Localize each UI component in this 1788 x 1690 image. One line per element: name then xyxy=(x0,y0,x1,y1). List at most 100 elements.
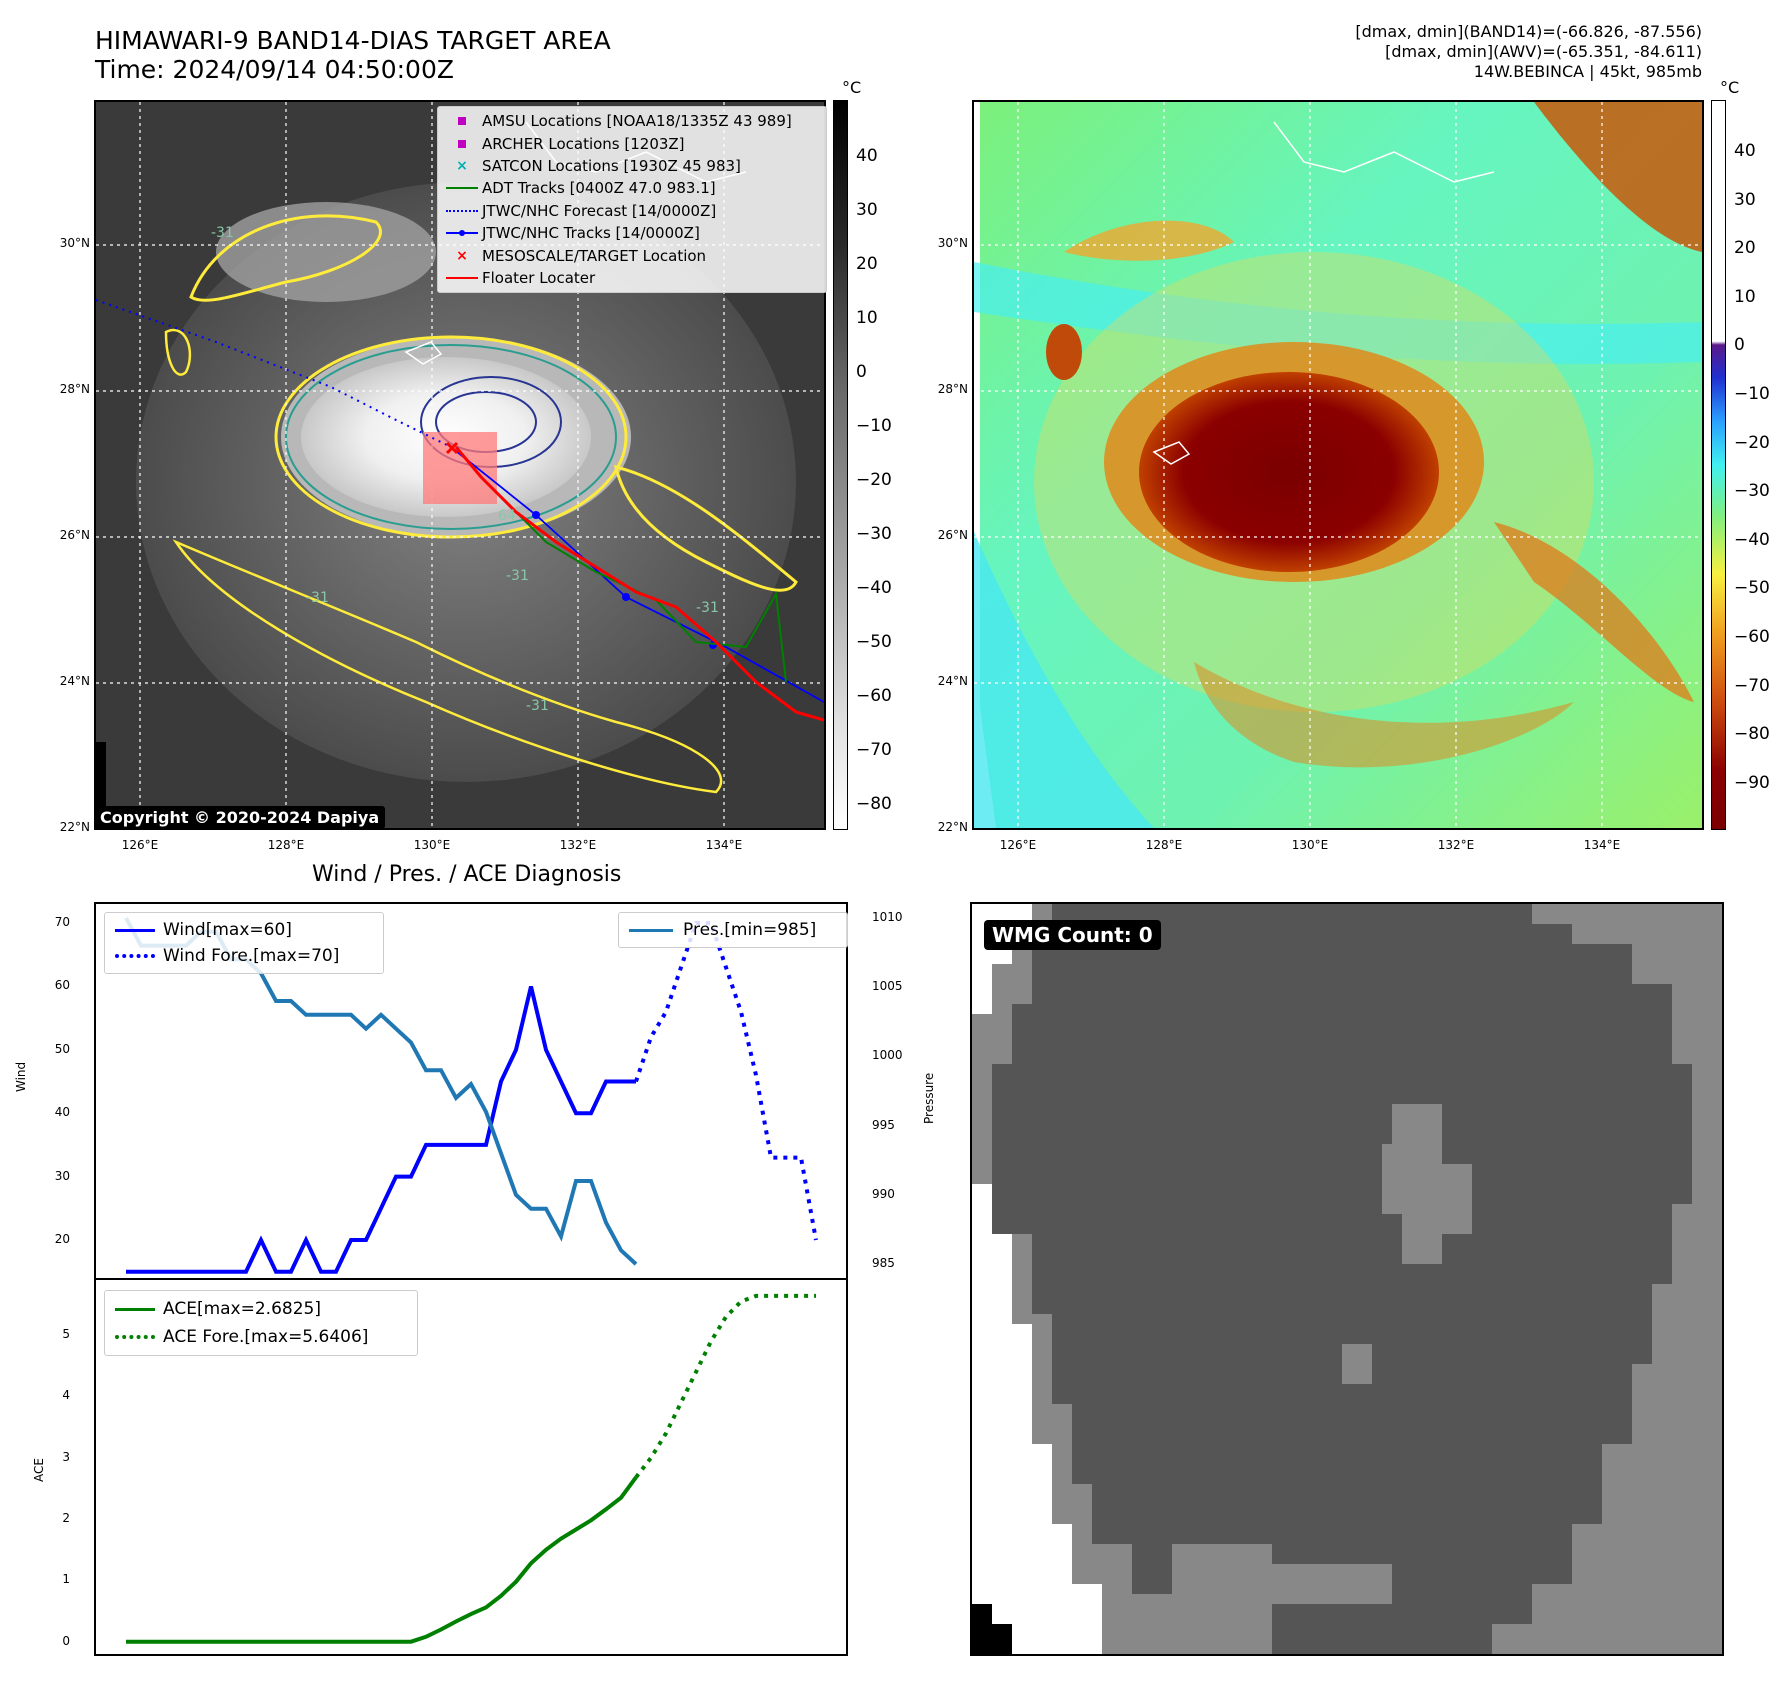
wmg-white-region xyxy=(972,904,1102,1654)
contour-label: -31 xyxy=(211,225,234,241)
legend-ace: ACE[max=2.6825] xyxy=(111,1295,411,1323)
y-tick-label: 1000 xyxy=(872,1048,903,1063)
y-tick-label: 0 xyxy=(62,1633,70,1648)
info-line-3: 14W.BEBINCA | 45kt, 985mb xyxy=(1473,62,1702,81)
ir-contour-northern-band xyxy=(189,214,382,302)
lon-tick-label: 130°E xyxy=(413,838,451,852)
legend-satcon: × SATCON Locations [1930Z 45 983] xyxy=(442,155,822,177)
wmg-south-light-patch xyxy=(1172,1544,1392,1624)
ir-contour-teal-1 xyxy=(285,344,617,530)
figure-title: HIMAWARI-9 BAND14-DIAS TARGET AREA Time:… xyxy=(95,26,611,84)
lat-tick-label: 28°N xyxy=(937,382,968,396)
pressure-y-label: Pressure xyxy=(922,1072,936,1124)
lat-tick-label: 22°N xyxy=(59,820,90,834)
awv-coastline xyxy=(1152,121,1495,465)
info-block: [dmax, dmin](BAND14)=(-66.826, -87.556) … xyxy=(1355,22,1702,82)
y-tick-label: 30 xyxy=(54,1168,70,1183)
solid-line-icon xyxy=(111,923,163,937)
colorbar-tick-label: 30 xyxy=(856,200,878,220)
contour-label: 64 xyxy=(498,508,516,524)
awv-cyan-band xyxy=(974,262,1702,364)
solid-line-icon xyxy=(625,923,683,937)
legend-adt: ADT Tracks [0400Z 47.0 983.1] xyxy=(442,177,822,199)
colorbar-tick-label: 20 xyxy=(856,254,878,274)
colorbar-tick-label: 0 xyxy=(1734,335,1745,356)
ir-colorbar-unit: °C xyxy=(842,78,862,97)
colorbar-tick-label: −50 xyxy=(856,632,892,652)
y-tick-label: 3 xyxy=(62,1449,70,1464)
legend-amsu: AMSU Locations [NOAA18/1335Z 43 989] xyxy=(442,110,822,132)
ir-contour-southern-band xyxy=(172,539,723,794)
line-icon xyxy=(442,271,482,285)
line-icon xyxy=(442,181,482,195)
legend-label: Pres.[min=985] xyxy=(683,920,817,940)
dotted-line-icon xyxy=(111,1330,163,1344)
dotted-line-icon xyxy=(442,204,482,218)
diagnosis-title: Wind / Pres. / ACE Diagnosis xyxy=(312,862,622,887)
colorbar-tick-label: −80 xyxy=(1734,724,1770,745)
wmg-panel xyxy=(970,902,1724,1656)
wind-y-label: Wind xyxy=(14,1061,28,1092)
colorbar-tick-label: −10 xyxy=(856,416,892,436)
y-tick-label: 70 xyxy=(54,915,70,930)
colorbar-tick-label: −30 xyxy=(1734,481,1770,502)
y-tick-label: 985 xyxy=(872,1256,895,1271)
awv-spiral-band-east xyxy=(1494,522,1694,702)
jtwc-forecast-track xyxy=(96,299,452,448)
contour-label: -31 xyxy=(306,590,329,606)
awv-northeast-patch xyxy=(1534,102,1702,252)
dotted-line-icon xyxy=(111,949,163,963)
lon-tick-label: 128°E xyxy=(267,838,305,852)
legend-label: SATCON Locations [1930Z 45 983] xyxy=(482,156,741,175)
wmg-black-corner xyxy=(972,1604,1012,1654)
ir-contour-labels: -31 -31 -31 -31 -31 64 xyxy=(211,225,719,714)
ace-plot xyxy=(126,1293,816,1644)
legend-label: ARCHER Locations [1203Z] xyxy=(482,134,685,153)
lon-tick-label: 134°E xyxy=(1583,838,1621,852)
colorbar-tick-label: −20 xyxy=(856,470,892,490)
lon-tick-label: 132°E xyxy=(1437,838,1475,852)
y-tick-label: 1005 xyxy=(872,979,903,994)
colorbar-tick-label: 0 xyxy=(856,362,867,382)
awv-colorbar-unit: °C xyxy=(1720,78,1740,97)
colorbar-tick-label: −20 xyxy=(1734,432,1770,453)
lat-tick-label: 28°N xyxy=(59,382,90,396)
ir-data-gap xyxy=(96,742,106,828)
info-line-2: [dmax, dmin](AWV)=(-65.351, -84.611) xyxy=(1385,42,1702,61)
lat-tick-label: 30°N xyxy=(59,236,90,250)
ace-y-label: ACE xyxy=(32,1458,46,1482)
title-line-2: Time: 2024/09/14 04:50:00Z xyxy=(95,55,454,84)
wmg-left-light-band xyxy=(972,904,1272,1654)
legend-label: ACE[max=2.6825] xyxy=(163,1299,321,1319)
legend-pressure: Pres.[min=985] xyxy=(625,917,841,943)
legend-label: MESOSCALE/TARGET Location xyxy=(482,246,707,265)
lat-tick-label: 26°N xyxy=(59,528,90,542)
square-icon xyxy=(442,114,482,128)
ace-legend: ACE[max=2.6825] ACE Fore.[max=5.6406] xyxy=(104,1290,418,1356)
wmg-map-svg xyxy=(972,904,1722,1654)
x-marker-icon: × xyxy=(456,247,468,264)
awv-gridlines xyxy=(974,102,1702,828)
lat-tick-label: 26°N xyxy=(937,528,968,542)
wind-legend: Wind[max=60] Wind Fore.[max=70] xyxy=(104,912,384,974)
contour-label: -31 xyxy=(696,600,719,616)
legend-ace-fore: ACE Fore.[max=5.6406] xyxy=(111,1323,411,1351)
line-dot-icon xyxy=(442,226,482,240)
pressure-legend: Pres.[min=985] xyxy=(618,912,848,948)
legend-wind-fore: Wind Fore.[max=70] xyxy=(111,943,377,969)
awv-map-svg xyxy=(974,102,1702,828)
legend-label: Wind Fore.[max=70] xyxy=(163,946,340,966)
lon-tick-label: 126°E xyxy=(121,838,159,852)
legend-label: AMSU Locations [NOAA18/1335Z 43 989] xyxy=(482,112,792,131)
awv-southwest-cyan xyxy=(974,532,1154,828)
awv-map-panel xyxy=(972,100,1704,830)
wmg-right-light-band xyxy=(1492,904,1722,1654)
floater-target-box xyxy=(423,432,497,504)
mesoscale-target-marker xyxy=(445,441,459,455)
y-tick-label: 1010 xyxy=(872,909,903,924)
colorbar-tick-label: 40 xyxy=(1734,141,1756,161)
colorbar-tick-label: −50 xyxy=(1734,578,1770,599)
y-tick-label: 2 xyxy=(62,1511,70,1526)
solid-line-icon xyxy=(111,1302,163,1316)
legend-mesoscale: × MESOSCALE/TARGET Location xyxy=(442,244,822,266)
